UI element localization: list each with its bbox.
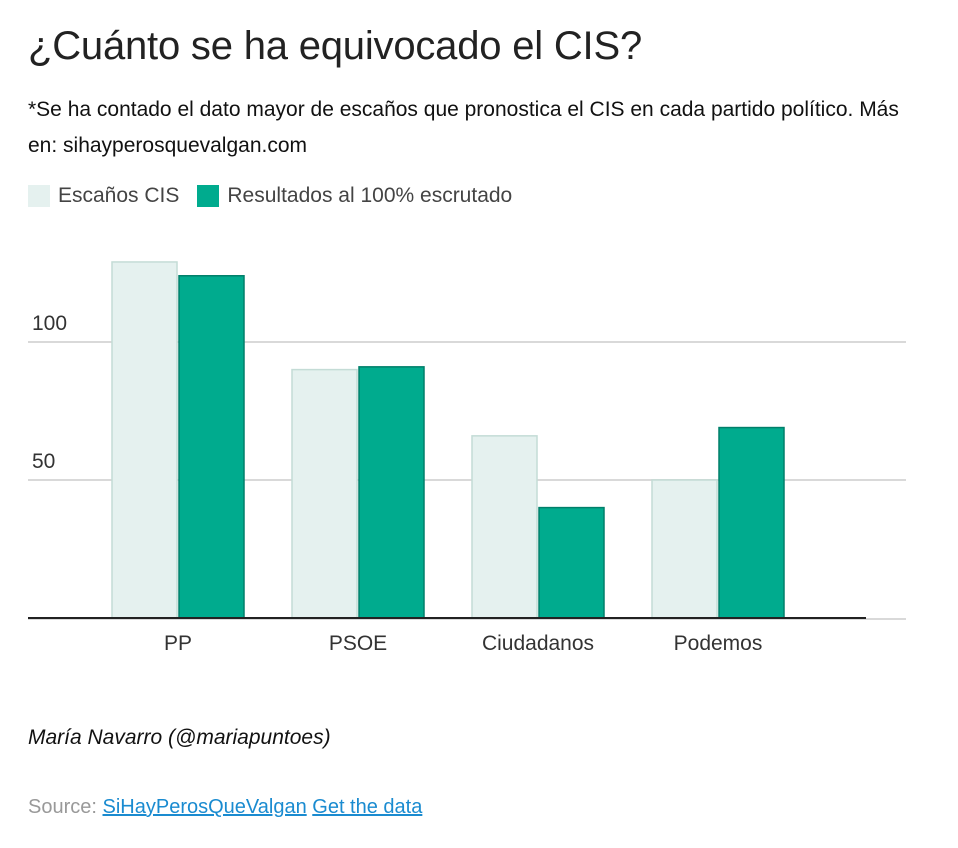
bar-ciudadanos-series-0 (471, 435, 538, 619)
source-line: Source: SiHayPerosQueValgan Get the data (28, 796, 422, 819)
bar-ciudadanos-series-1 (538, 506, 605, 619)
legend-swatch-results (197, 185, 220, 207)
x-tick-label-podemos: Podemos (674, 632, 763, 655)
legend-label-results: Resultados al 100% escrutado (227, 184, 513, 207)
bar-podemos-series-0 (651, 479, 718, 619)
x-tick-label-ciudadanos: Ciudadanos (482, 632, 594, 655)
y-tick-label-100: 100 (32, 312, 67, 335)
legend: Escaños CIS Resultados al 100% escrutado (28, 184, 530, 208)
chart-title: ¿Cuánto se ha equivocado el CIS? (28, 24, 642, 68)
bar-podemos-series-1 (718, 426, 785, 619)
bar-psoe-series-1 (358, 366, 425, 619)
x-tick-label-psoe: PSOE (329, 632, 387, 655)
source-label: Source: (28, 796, 97, 818)
legend-swatch-cis (28, 185, 50, 207)
author-credit: María Navarro (@mariapuntoes) (28, 726, 331, 749)
get-data-link[interactable]: Get the data (312, 796, 423, 818)
y-tick-label-50: 50 (32, 450, 55, 473)
source-link[interactable]: SiHayPerosQueValgan (102, 796, 307, 818)
x-tick-label-pp: PP (164, 632, 192, 655)
bar-pp-series-0 (111, 261, 178, 619)
legend-item-results: Resultados al 100% escrutado (197, 184, 512, 208)
bar-chart: 50 100 PP PSOE Ciudadanos Podemos (28, 261, 906, 655)
legend-item-cis: Escaños CIS (28, 184, 179, 208)
chart-subtitle: *Se ha contado el dato mayor de escaños … (28, 98, 899, 157)
bar-pp-series-1 (178, 275, 245, 619)
legend-label-cis: Escaños CIS (58, 184, 180, 207)
bar-psoe-series-0 (291, 368, 358, 619)
